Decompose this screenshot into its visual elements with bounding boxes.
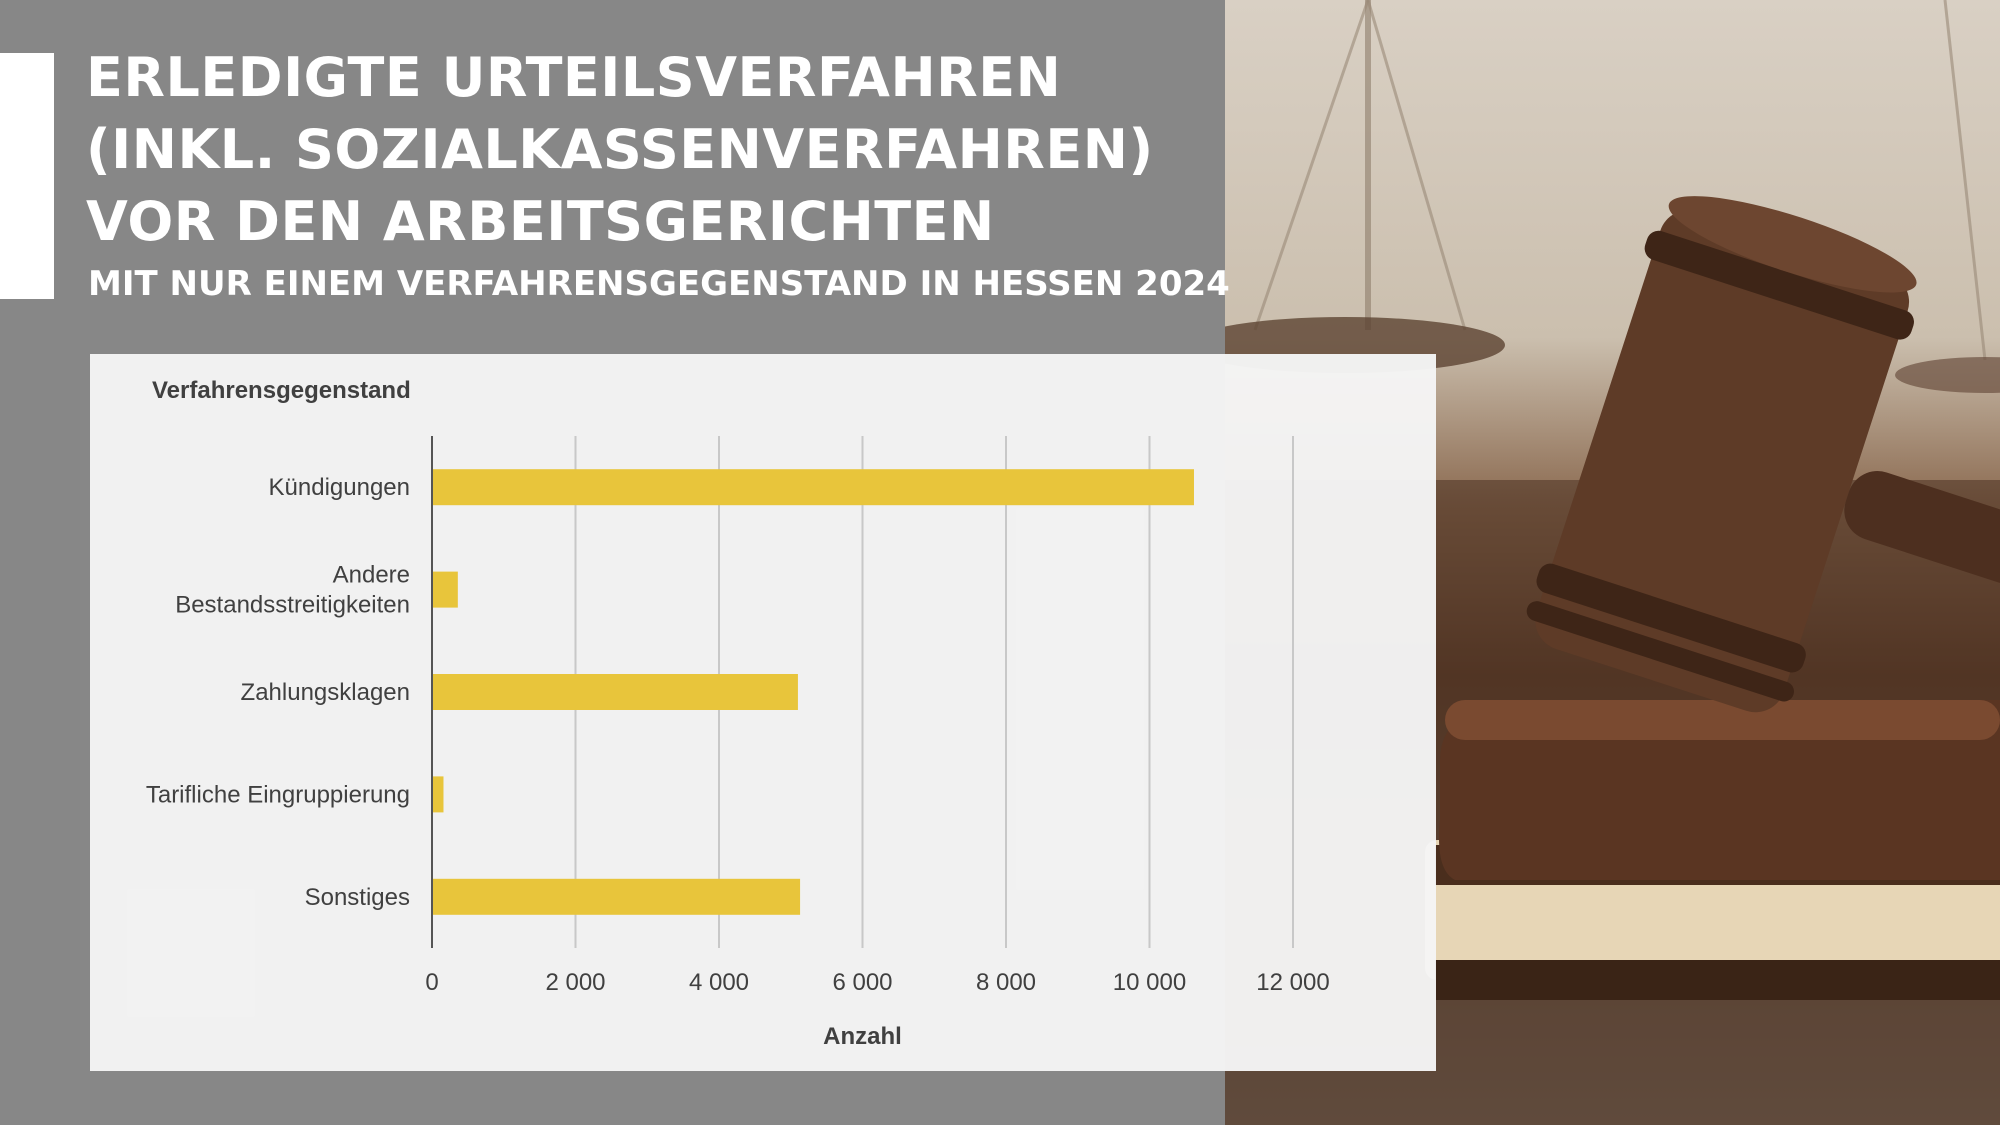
x-axis-title: Anzahl bbox=[823, 1023, 902, 1050]
bar bbox=[433, 878, 801, 915]
bar bbox=[433, 776, 444, 813]
category-label: Bestandsstreitigkeiten bbox=[175, 592, 410, 619]
page-subtitle: MIT NUR EINEM VERFAHRENSGEGENSTAND IN HE… bbox=[88, 264, 1230, 304]
bar bbox=[433, 674, 798, 710]
x-tick-label: 6 000 bbox=[832, 969, 892, 996]
page-title: ERLEDIGTE URTEILSVERFAHREN (INKL. SOZIAL… bbox=[86, 46, 1154, 253]
category-label: Zahlungsklagen bbox=[241, 679, 410, 706]
x-tick-label: 2 000 bbox=[545, 969, 605, 996]
category-label: Tarifliche Eingruppierung bbox=[146, 781, 410, 808]
accent-bar bbox=[0, 53, 54, 299]
x-tick-label: 10 000 bbox=[1113, 969, 1186, 996]
x-tick-label: 0 bbox=[425, 969, 438, 996]
x-tick-label: 8 000 bbox=[976, 969, 1036, 996]
category-label: Sonstiges bbox=[305, 884, 410, 911]
bar bbox=[433, 469, 1194, 506]
x-tick-label: 4 000 bbox=[689, 969, 749, 996]
y-axis-title: Verfahrensgegenstand bbox=[152, 377, 411, 404]
bar-chart: 0 2 000 4 000 6 000 8 000 10 000 12 000 Kündigu… bbox=[146, 377, 1330, 1050]
category-label: Andere bbox=[333, 562, 410, 589]
category-label: Kündigungen bbox=[269, 474, 410, 501]
bar bbox=[433, 571, 458, 608]
x-tick-label: 12 000 bbox=[1256, 969, 1329, 996]
